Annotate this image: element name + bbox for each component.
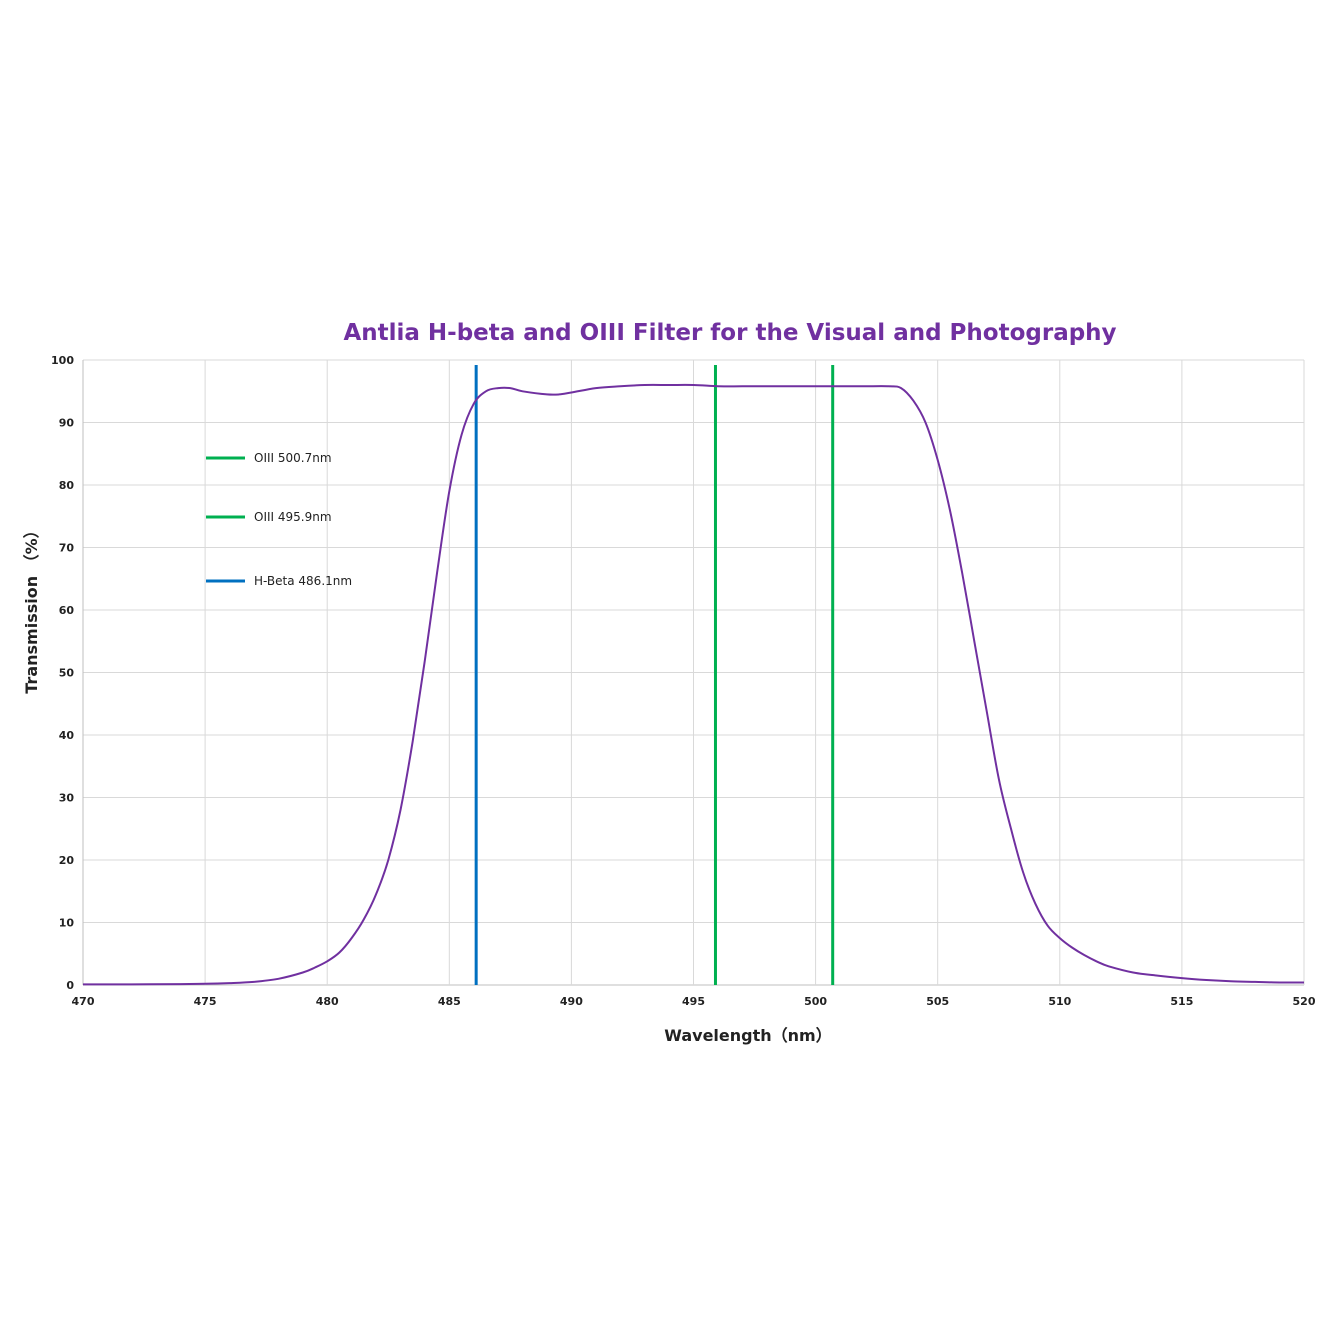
y-tick-label: 100 (51, 354, 74, 367)
x-tick-labels: 470 475 480 485 490 495 500 505 510 515 520 (72, 995, 1316, 1008)
emission-line-markers (474, 365, 835, 985)
x-tick-label: 500 (804, 995, 827, 1008)
y-tick-label: 10 (59, 917, 75, 930)
y-tick-label: 90 (59, 417, 75, 430)
y-tick-label: 70 (59, 542, 75, 555)
transmission-curve (83, 383, 1305, 986)
grid-lines (82, 359, 1305, 986)
x-axis-label: Wavelength（nm） (664, 1026, 831, 1045)
y-tick-labels: 0 10 20 30 40 50 60 70 80 90 100 (51, 354, 74, 992)
y-tick-label: 30 (59, 792, 75, 805)
x-tick-label: 475 (194, 995, 217, 1008)
x-tick-label: 515 (1170, 995, 1193, 1008)
x-tick-label: 470 (72, 995, 95, 1008)
x-tick-label: 490 (560, 995, 583, 1008)
y-axis-label: Transmission （%） (22, 522, 41, 693)
y-tick-label: 80 (59, 479, 75, 492)
chart-title: Antlia H-beta and OIII Filter for the Vi… (343, 320, 1116, 346)
x-tick-label: 495 (682, 995, 705, 1008)
x-tick-label: 485 (438, 995, 461, 1008)
x-tick-label: 520 (1293, 995, 1316, 1008)
y-tick-label: 0 (66, 979, 74, 992)
y-tick-label: 40 (59, 729, 75, 742)
y-tick-label: 20 (59, 854, 75, 867)
y-tick-label: 50 (59, 667, 75, 680)
legend-label: H-Beta 486.1nm (254, 574, 352, 588)
y-tick-label: 60 (59, 604, 75, 617)
x-tick-label: 480 (316, 995, 339, 1008)
x-tick-label: 510 (1048, 995, 1071, 1008)
x-tick-label: 505 (926, 995, 949, 1008)
legend: OIII 500.7nm OIII 495.9nm H-Beta 486.1nm (206, 451, 352, 588)
legend-label: OIII 495.9nm (254, 510, 332, 524)
legend-label: OIII 500.7nm (254, 451, 332, 465)
